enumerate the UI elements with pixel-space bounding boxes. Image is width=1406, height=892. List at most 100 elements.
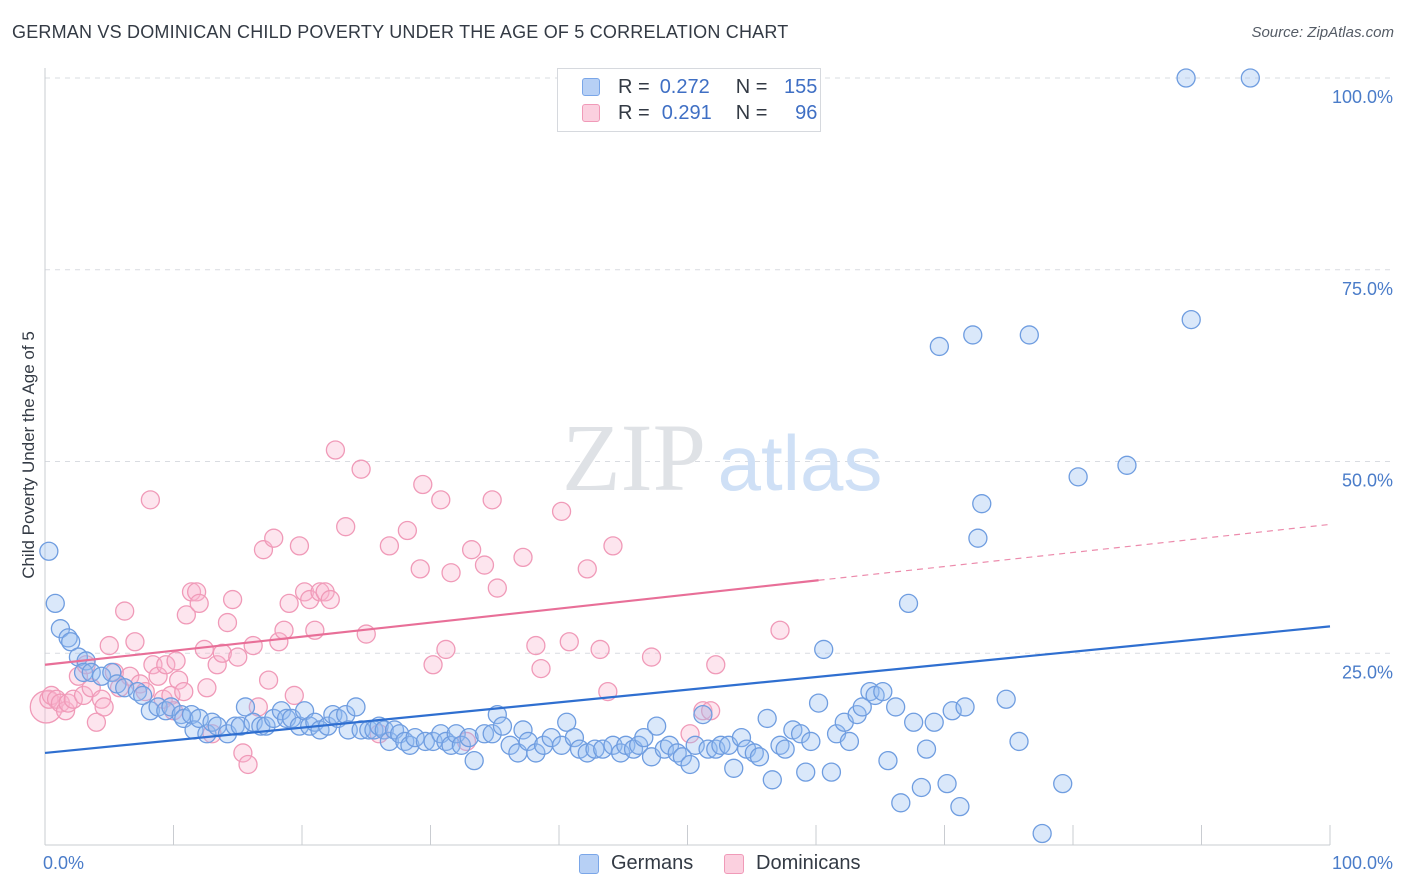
germans-point <box>950 797 970 817</box>
legend-item-dominicans: Dominicans <box>724 852 860 875</box>
dominicans-point <box>431 490 451 510</box>
germans-point <box>1176 68 1196 88</box>
legend-label-germans: Germans <box>611 852 694 874</box>
germans-point <box>916 739 937 759</box>
dominicans-point <box>590 639 610 660</box>
germans-point <box>235 697 256 717</box>
legend-n-label: N = <box>735 101 768 124</box>
germans-point <box>724 758 744 778</box>
germans-point <box>924 712 944 732</box>
dominicans-point <box>274 620 294 640</box>
germans-point <box>81 662 101 683</box>
germans-point <box>929 336 950 357</box>
dominicans-point <box>194 639 214 660</box>
dominicans-point <box>641 647 662 667</box>
germans-point <box>972 494 992 514</box>
dominicans-point <box>513 547 533 568</box>
y-tick-label-100: 100.0% <box>1332 87 1393 107</box>
x-tick-label-min: 0.0% <box>43 853 84 873</box>
germans-point <box>102 662 122 683</box>
germans-point <box>937 773 957 794</box>
legend-row-dominicans: R = 0.291 N = 96 <box>582 101 817 125</box>
dominicans-point <box>531 658 551 679</box>
legend-r-label: R = <box>618 101 650 124</box>
germans-point <box>500 735 520 755</box>
germans-point <box>886 697 906 717</box>
germans-point <box>557 712 577 732</box>
trend-lines <box>44 523 1331 755</box>
germans-point <box>526 743 546 763</box>
dominicans-point <box>336 517 356 537</box>
dominicans-point <box>222 589 243 610</box>
legend-label-dominicans: Dominicans <box>756 852 861 874</box>
legend-n-label: N = <box>735 75 768 98</box>
dominicans-point <box>603 536 623 556</box>
germans-point <box>996 689 1016 709</box>
dominicans-point <box>186 582 207 602</box>
dominicans-point <box>474 555 495 575</box>
dominicans-point <box>770 620 790 640</box>
dominicans-trend-line <box>44 579 819 666</box>
germans-point <box>1181 309 1201 330</box>
dominicans-point <box>320 589 340 610</box>
chart-title: GERMAN VS DOMINICAN CHILD POVERTY UNDER … <box>12 22 789 42</box>
dominicans-point <box>680 724 700 744</box>
germans-point <box>133 685 153 706</box>
germans-point <box>693 704 713 725</box>
germans-point <box>955 697 975 717</box>
germans-point <box>775 739 795 759</box>
germans-point <box>61 632 81 652</box>
germans-point <box>541 727 561 748</box>
germans-point <box>474 724 495 744</box>
germans-point <box>839 731 860 752</box>
dominicans-point <box>148 666 168 686</box>
dominicans-point <box>166 651 186 671</box>
dominicans-point <box>243 635 263 656</box>
legend-n-value-germans: 155 <box>784 75 818 98</box>
dominicans-point <box>351 459 371 479</box>
legend-swatch-dominicans <box>582 104 600 122</box>
dominicans-point <box>289 536 310 556</box>
germans-point <box>659 735 680 755</box>
germans-point <box>346 697 366 717</box>
germans-points <box>39 68 1260 844</box>
series-legend: Germans Dominicans <box>0 852 1406 876</box>
germans-point <box>873 681 893 702</box>
dominicans-point <box>176 605 197 625</box>
dominicans-point <box>577 559 597 579</box>
germans-point <box>379 731 400 752</box>
germans-point <box>711 735 731 755</box>
dominicans-point <box>217 612 238 633</box>
correlation-legend: R = 0.272 N = 155 R = 0.291 N = 96 <box>557 68 821 132</box>
germans-point <box>814 639 834 660</box>
dominicans-point <box>310 582 330 602</box>
dominicans-point <box>86 712 107 732</box>
germans-point <box>564 727 585 748</box>
germans-point <box>749 747 770 767</box>
germans-point <box>45 593 65 614</box>
dominicans-trend-line-extension <box>818 523 1331 581</box>
germans-point <box>593 739 613 759</box>
germans-point <box>680 754 700 775</box>
germans-point <box>757 708 777 729</box>
dominicans-point <box>487 578 507 598</box>
dominicans-point <box>423 655 443 675</box>
germans-point <box>963 325 983 345</box>
dominicans-point <box>181 582 202 602</box>
germans-point <box>808 693 829 713</box>
watermark-zip: ZIP <box>562 404 706 511</box>
dominicans-point <box>258 670 279 690</box>
legend-n-value-dominicans: 96 <box>795 101 818 124</box>
dominicans-point <box>461 540 482 560</box>
axes <box>44 68 1331 846</box>
germans-point <box>878 750 898 771</box>
dominicans-point <box>264 528 284 548</box>
germans-point <box>968 528 988 548</box>
dominicans-point <box>168 670 189 690</box>
dominicans-point <box>99 635 119 656</box>
germans-point <box>464 750 484 771</box>
dominicans-point <box>156 655 176 675</box>
dominicans-points <box>29 440 790 775</box>
germans-point <box>1032 823 1052 844</box>
